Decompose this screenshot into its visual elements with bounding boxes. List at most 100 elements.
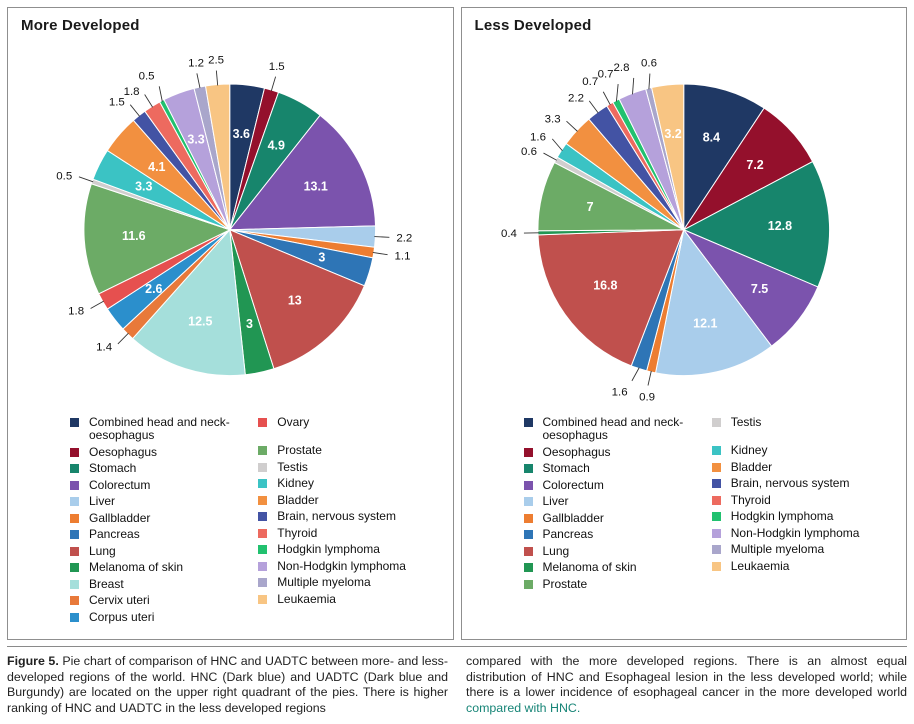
slice-value-label: 3 xyxy=(246,317,253,331)
legend-label: Leukaemia xyxy=(730,558,790,573)
slice-value-label: 2.6 xyxy=(145,282,162,296)
slice-value-label: 2.8 xyxy=(613,62,629,74)
legend-label: Cervix uteri xyxy=(89,593,150,608)
legend-0: Combined head and neck-oesophagus Oesopha… xyxy=(8,412,453,628)
legend-item: Cervix uteri xyxy=(70,594,258,608)
slice-value-label: 0.7 xyxy=(597,68,613,80)
legend-swatch xyxy=(70,612,79,622)
legend-swatch xyxy=(70,417,79,427)
caption-left-column: Figure 5. Pie chart of comparison of HNC… xyxy=(7,654,448,716)
slice-value-label: 1.8 xyxy=(68,305,84,317)
legend-item: Testis xyxy=(258,460,446,475)
caption-right-text: compared with the more developed regions… xyxy=(466,654,907,700)
legend-item: Thyroid xyxy=(258,526,446,541)
legend-item: Kidney xyxy=(258,477,446,491)
legend-swatch xyxy=(258,417,268,427)
pie-slice xyxy=(536,229,684,367)
legend-label: Gallbladder xyxy=(542,510,604,525)
legend-label: Bladder xyxy=(277,492,319,507)
legend-swatch xyxy=(70,596,79,606)
legend-item: Multiple myeloma xyxy=(258,576,446,590)
legend-item: Non-Hodgkin lymphoma xyxy=(711,526,900,541)
legend-item: Leukaemia xyxy=(711,558,900,574)
legend-label: Kidney xyxy=(277,476,314,491)
slice-value-label: 1.4 xyxy=(96,342,113,354)
slice-value-label: 3.6 xyxy=(233,127,250,141)
label-leader-line xyxy=(372,252,388,256)
legend-swatch xyxy=(70,480,79,490)
legend-swatch xyxy=(258,462,268,472)
legend-label: Melanoma of skin xyxy=(542,560,637,575)
slice-value-label: 1.5 xyxy=(269,61,285,73)
legend-item: Bladder xyxy=(258,492,446,508)
legend-label: Prostate xyxy=(277,443,322,458)
legend-swatch xyxy=(70,464,79,474)
legend-swatch xyxy=(70,579,79,589)
panel-more-developed: More Developed 3.6 4.9 13.1 3 13 3 12.5 2.6 11.6… xyxy=(7,7,454,640)
legend-label: Prostate xyxy=(542,576,588,591)
legend-label: Melanoma of skin xyxy=(89,560,184,575)
legend-swatch xyxy=(711,446,721,456)
legend-item: Non-Hodgkin lymphoma xyxy=(258,559,446,574)
legend-label: Pancreas xyxy=(542,527,594,542)
legend-item: Melanoma of skin xyxy=(70,561,258,575)
legend-label: Corpus uteri xyxy=(89,609,155,624)
figure-caption: Figure 5. Pie chart of comparison of HNC… xyxy=(7,646,907,716)
legend-item: Liver xyxy=(70,495,258,509)
slice-value-label: 4.9 xyxy=(268,139,285,153)
legend-item: Oesophagus xyxy=(523,445,712,460)
slice-value-label: 16.8 xyxy=(593,279,617,293)
legend-column: Combined head and neck-oesophagus Oesopha… xyxy=(70,414,258,628)
legend-item: Hodgkin lymphoma xyxy=(711,510,900,524)
legend-swatch xyxy=(523,497,533,507)
label-leader-line xyxy=(374,236,390,238)
legend-label: Hodgkin lymphoma xyxy=(277,542,380,557)
legend-item: Oesophagus xyxy=(70,445,258,460)
panel-less-developed: Less Developed 8.4 7.2 12.8 7.5 12.1 16.8 7 3.2… xyxy=(460,7,907,640)
legend-item: Corpus uteri xyxy=(70,609,258,625)
legend-item: Colorectum xyxy=(523,478,712,493)
legend-item: Lung xyxy=(70,544,258,559)
slice-value-label: 3 xyxy=(318,251,325,265)
chart-title-less-developed: Less Developed xyxy=(474,17,592,34)
legend-swatch xyxy=(258,528,268,538)
pie-svg-0: 3.6 4.9 13.1 3 13 3 12.5 2.6 11.6 3.3 4.1 3.3 1.5 2.2… xyxy=(56,55,412,377)
legend-1: Combined head and neck-oesophagus Oesopha… xyxy=(462,412,907,595)
label-leader-line xyxy=(588,100,599,114)
legend-swatch xyxy=(711,479,721,489)
slice-value-label: 1.1 xyxy=(395,250,411,262)
legend-swatch xyxy=(711,495,721,505)
legend-swatch xyxy=(523,563,533,573)
legend-label: Combined head and neck-oesophagus xyxy=(89,414,230,443)
legend-label: Testis xyxy=(730,414,762,429)
slice-value-label: 13.1 xyxy=(304,180,328,194)
chart-title-more-developed: More Developed xyxy=(21,17,140,34)
legend-swatch xyxy=(523,513,533,523)
legend-swatch xyxy=(523,417,533,427)
legend-swatch xyxy=(258,594,268,604)
legend-label: Combined head and neck-oesophagus xyxy=(542,414,684,443)
label-leader-line xyxy=(602,91,611,106)
legend-swatch xyxy=(258,479,268,489)
legend-swatch xyxy=(711,528,721,538)
legend-swatch xyxy=(523,447,533,457)
pie-slice xyxy=(682,160,830,288)
legend-swatch xyxy=(258,495,268,505)
legend-label: Brain, nervous system xyxy=(277,509,396,524)
legend-item: Brain, nervous system xyxy=(258,510,446,524)
pie-slice xyxy=(654,228,772,377)
slice-value-label: 1.6 xyxy=(611,387,627,399)
pie-slice xyxy=(682,83,765,232)
label-leader-line xyxy=(631,367,640,382)
slice-value-label: 0.5 xyxy=(56,171,72,183)
legend-swatch xyxy=(711,512,721,522)
legend-label: Thyroid xyxy=(730,492,771,507)
legend-item: Leukaemia xyxy=(258,591,446,607)
slice-value-label: 7.2 xyxy=(746,158,763,172)
legend-item: Prostate xyxy=(523,576,712,592)
label-leader-line xyxy=(90,300,104,309)
legend-label: Leukaemia xyxy=(277,591,336,606)
slice-value-label: 0.6 xyxy=(641,58,657,70)
label-leader-line xyxy=(158,86,163,102)
slice-value-label: 2.2 xyxy=(568,93,584,105)
